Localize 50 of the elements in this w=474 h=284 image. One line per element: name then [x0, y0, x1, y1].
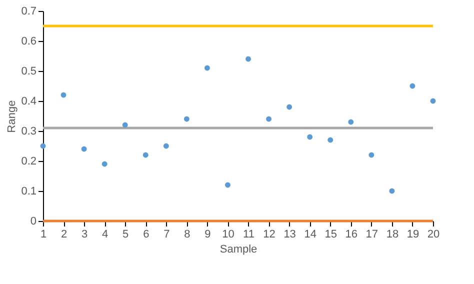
x-tick-label: 19	[406, 228, 420, 240]
x-tick-label: 11	[243, 228, 254, 240]
x-tick-label: 9	[204, 228, 211, 240]
y-tick-label: 0.7	[21, 6, 36, 18]
x-tick-label: 14	[304, 228, 316, 240]
point	[81, 146, 87, 152]
y-tick-label: 0.1	[21, 186, 36, 198]
point	[389, 188, 395, 194]
x-tick-label: 7	[164, 228, 170, 240]
point	[410, 83, 416, 89]
point	[142, 152, 148, 158]
x-tick-label: 15	[324, 228, 337, 240]
point	[307, 134, 313, 140]
point	[430, 98, 436, 104]
point	[348, 119, 354, 125]
point	[122, 122, 128, 128]
point	[184, 116, 190, 122]
y-tick-label: 0.4	[21, 96, 36, 108]
point	[40, 143, 46, 149]
x-tick-label: 13	[284, 228, 296, 240]
x-tick-label: 16	[345, 228, 358, 240]
point	[204, 65, 210, 71]
point	[102, 161, 108, 167]
point	[225, 182, 230, 188]
y-tick-label: 0.5	[21, 66, 36, 78]
x-tick-label: 2	[60, 228, 68, 240]
point	[246, 56, 251, 62]
x-tick-label: 12	[263, 228, 276, 240]
x-tick-label: 3	[81, 228, 88, 240]
point	[266, 116, 272, 122]
y-tick-label: 0.2	[21, 156, 36, 168]
point	[368, 152, 374, 158]
x-axis-title: Sample	[220, 244, 258, 256]
point	[328, 137, 334, 143]
x-tick-label: 4	[102, 228, 108, 240]
point	[60, 92, 66, 98]
x-tick-label: 1	[40, 228, 47, 240]
x-tick-label: 18	[386, 228, 399, 240]
x-tick-label: 5	[122, 228, 129, 240]
x-tick-label: 8	[184, 228, 190, 240]
x-tick-label: 6	[143, 228, 150, 240]
y-axis-title: Range	[6, 100, 18, 133]
x-tick-label: 10	[222, 228, 234, 240]
x-tick-label: 20	[427, 228, 440, 240]
y-tick-label: 0	[30, 216, 36, 228]
point	[163, 143, 169, 149]
y-tick-label: 0.6	[21, 36, 36, 48]
y-tick-label: 0.3	[21, 126, 36, 138]
point	[286, 104, 292, 110]
x-tick-label: 17	[366, 228, 378, 240]
